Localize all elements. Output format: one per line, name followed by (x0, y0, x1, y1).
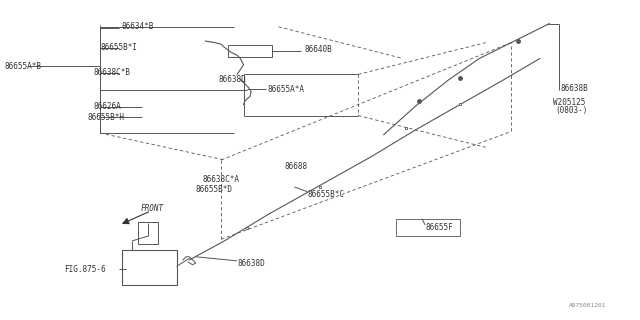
Text: 86638D: 86638D (218, 75, 246, 84)
Text: 86634*B: 86634*B (121, 22, 154, 31)
Bar (138, 222, 157, 244)
Text: 86655B*I: 86655B*I (100, 43, 137, 52)
Text: 86638B: 86638B (561, 84, 589, 93)
Text: 86640B: 86640B (304, 45, 332, 54)
Text: (0803-): (0803-) (556, 106, 588, 115)
Text: W205125: W205125 (552, 99, 585, 108)
Bar (228, 45, 272, 57)
Text: 86655B*D: 86655B*D (196, 185, 233, 194)
Text: 86638D: 86638D (237, 259, 265, 268)
Text: 86638C*B: 86638C*B (94, 68, 131, 77)
Text: 86655B*C: 86655B*C (307, 190, 344, 199)
Text: 86655F: 86655F (425, 223, 453, 232)
Bar (122, 251, 177, 285)
Bar (396, 219, 460, 236)
Text: 86688: 86688 (285, 163, 308, 172)
Text: FRONT: FRONT (140, 204, 163, 213)
Text: 86655A*A: 86655A*A (268, 85, 305, 94)
Text: 86638C*A: 86638C*A (202, 175, 239, 184)
Text: 86655A*B: 86655A*B (4, 62, 42, 71)
Text: A875001201: A875001201 (569, 303, 606, 308)
Text: FIG.875-6: FIG.875-6 (64, 265, 106, 274)
Text: 86655B*H: 86655B*H (88, 113, 124, 122)
Text: 86626A: 86626A (94, 102, 122, 111)
